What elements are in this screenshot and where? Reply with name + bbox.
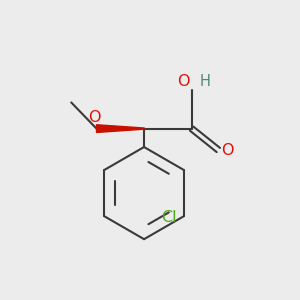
Text: O: O bbox=[177, 74, 189, 88]
Text: O: O bbox=[88, 110, 100, 125]
Text: H: H bbox=[200, 74, 211, 88]
Text: Cl: Cl bbox=[161, 210, 177, 225]
Text: O: O bbox=[222, 143, 234, 158]
Polygon shape bbox=[97, 125, 144, 133]
